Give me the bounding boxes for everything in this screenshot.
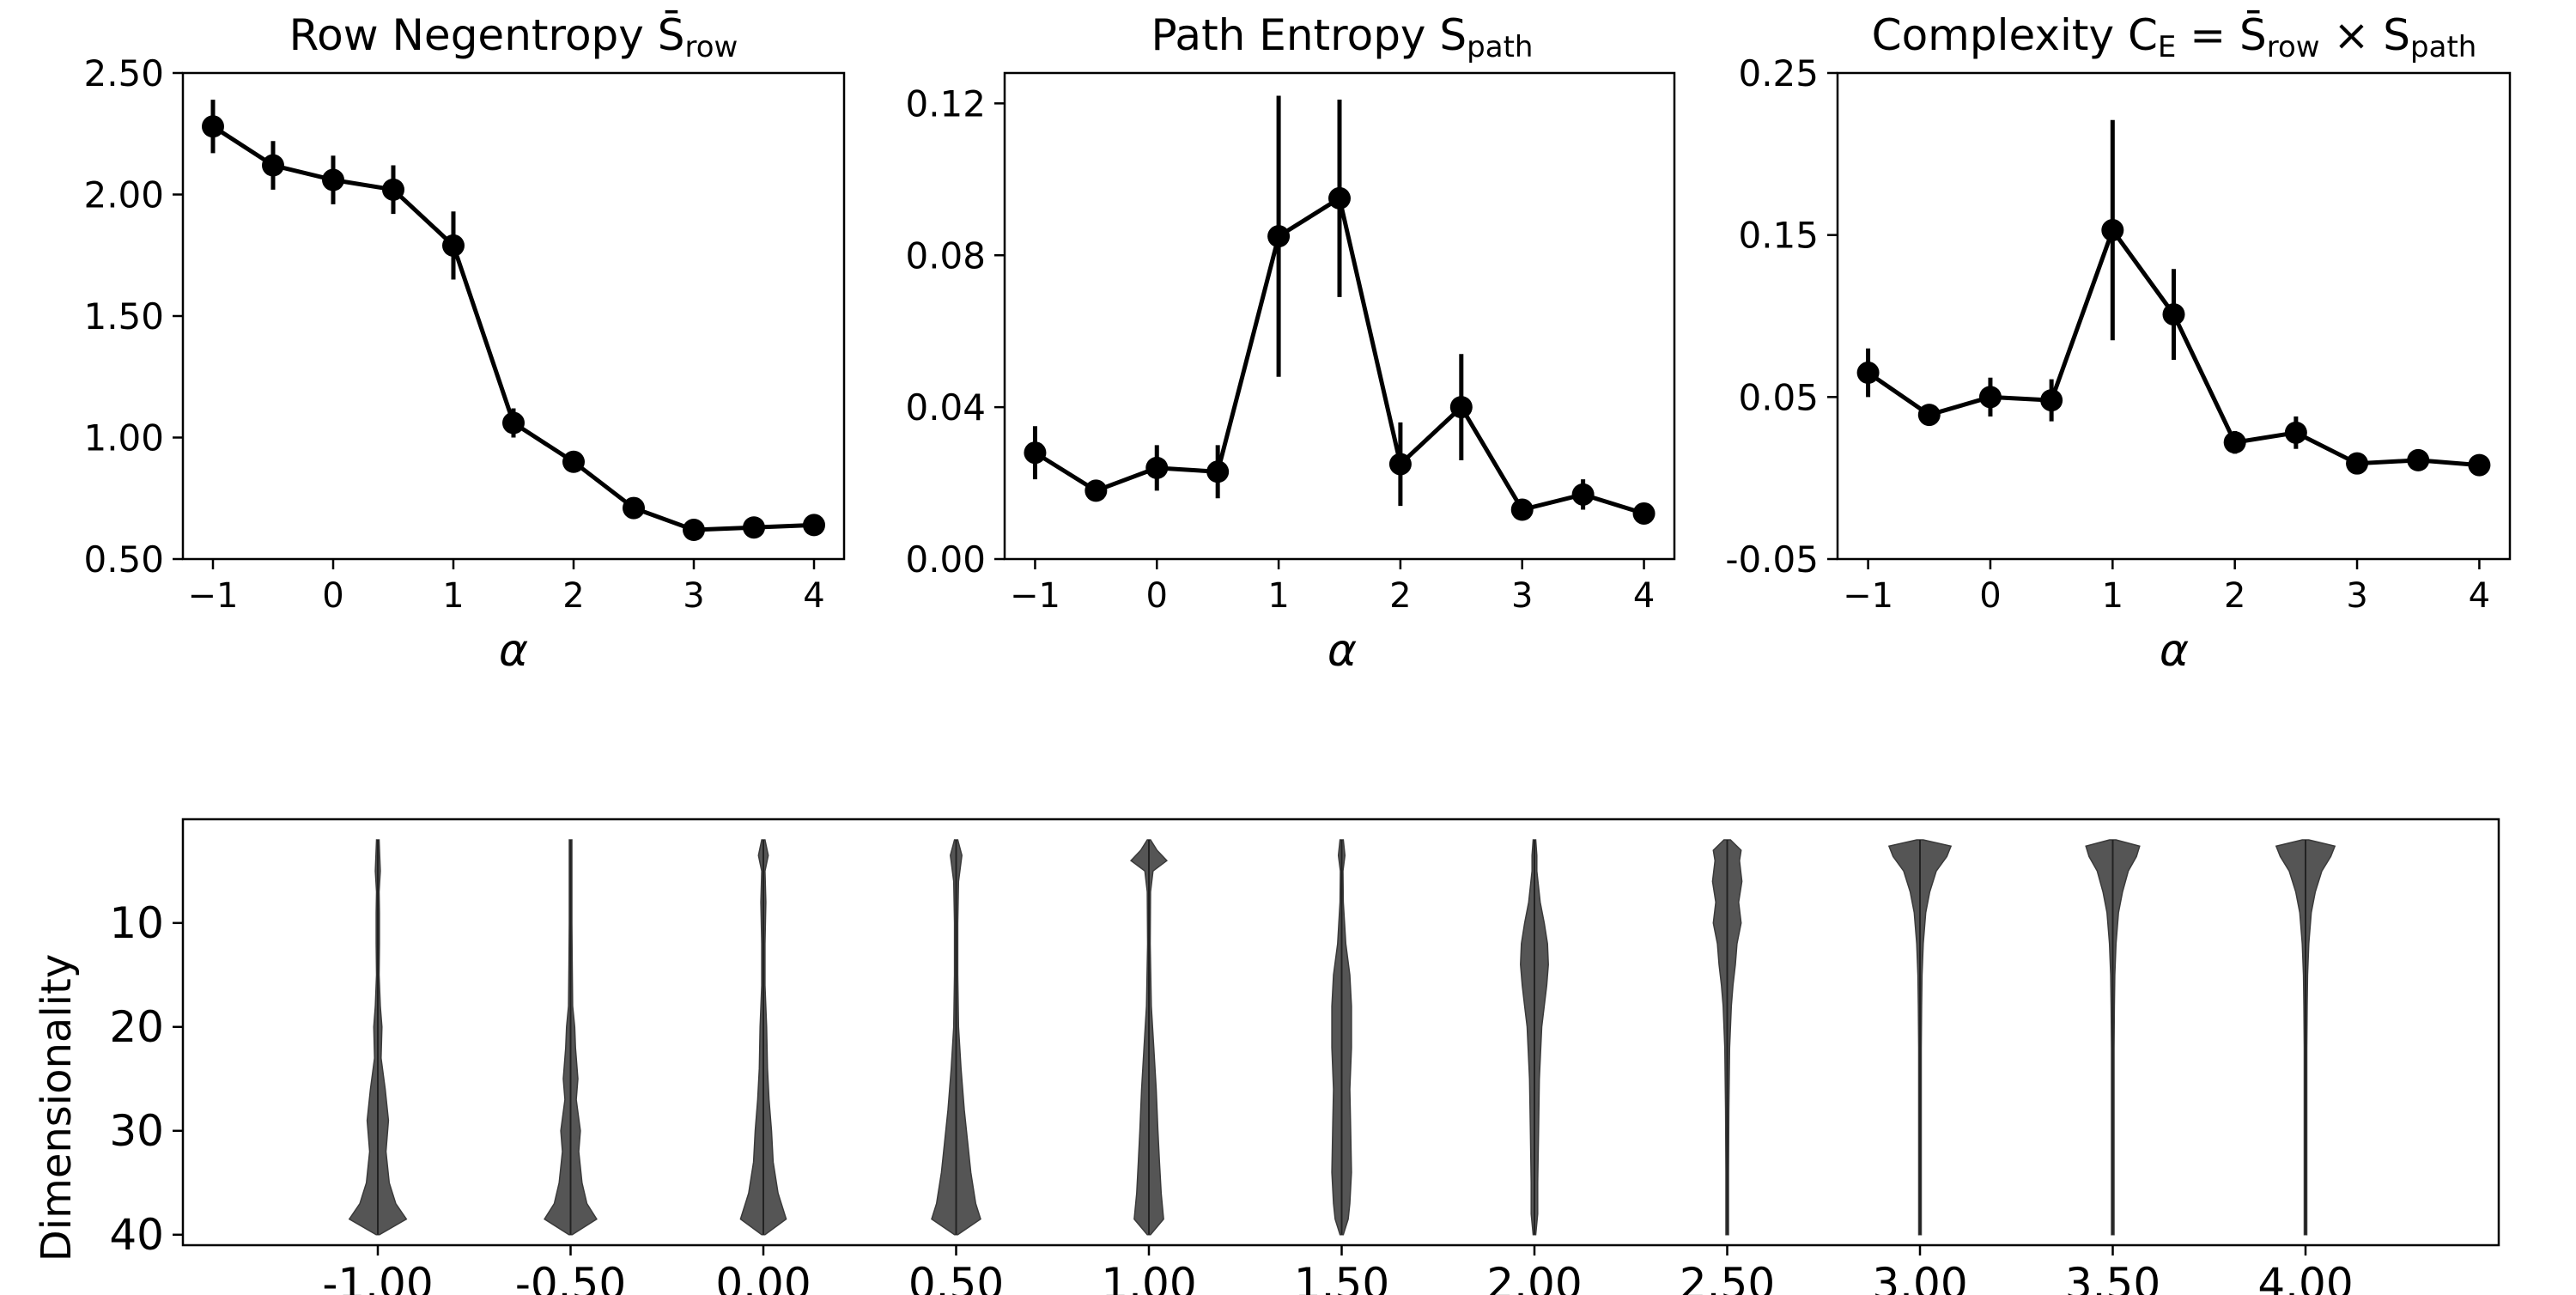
dimensionality-frame — [181, 818, 2500, 1247]
complexity-data-point — [1917, 404, 1941, 427]
complexity-xtick-label: −1 — [1843, 576, 1893, 616]
path-entropy-ytick-label: 0.12 — [905, 82, 986, 125]
complexity-data-point — [1978, 386, 2002, 409]
negentropy-xtick-label: 1 — [442, 576, 464, 616]
complexity-data-point — [2407, 448, 2430, 471]
complexity-frame — [1836, 71, 2512, 561]
complexity-title: Complexity CE = S̄row × Spath — [1872, 9, 2477, 64]
path-entropy-data-point — [1632, 502, 1656, 525]
negentropy-ytick-label: 2.50 — [83, 52, 164, 94]
path-entropy-data-point — [1024, 441, 1047, 465]
complexity-data-point — [2284, 421, 2307, 444]
dimensionality-violin-panel: Dimensionality 10 20 30 40 -1.00 -0.50 0.00 0.5… — [33, 818, 2500, 1295]
negentropy-data-point — [683, 519, 705, 542]
negentropy-xtick-label: −1 — [188, 576, 239, 616]
path-entropy-ytick-label: 0.08 — [905, 234, 986, 277]
alpha-category-label: -1.00 — [322, 1259, 433, 1295]
path-entropy-ytick-label: 0.00 — [905, 538, 986, 581]
complexity-data-point — [2468, 453, 2491, 477]
dimensionality-ylabel: Dimensionality — [33, 954, 81, 1262]
path-entropy-data-point — [1510, 498, 1534, 521]
path-entropy-xlabel: α — [1327, 625, 1357, 677]
path-entropy-data-point — [1449, 396, 1473, 419]
dimensionality-ytick-label: 20 — [109, 1002, 164, 1052]
complexity-ytick-label: -0.05 — [1725, 538, 1819, 581]
path-entropy-xtick-label: 3 — [1511, 576, 1533, 616]
row-negentropy-title: Row Negentropy S̄row — [289, 9, 738, 64]
alpha-category-label: 0.50 — [908, 1259, 1004, 1295]
negentropy-ytick-label: 1.50 — [83, 295, 164, 337]
negentropy-data-point — [322, 168, 344, 192]
alpha-category-label: 0.00 — [715, 1259, 811, 1295]
alpha-category-label: 2.00 — [1486, 1259, 1582, 1295]
path-entropy-xtick-label: 0 — [1146, 576, 1168, 616]
path-entropy-data-point — [1571, 483, 1595, 506]
path-entropy-data-point — [1084, 479, 1108, 502]
complexity-ytick-label: 0.05 — [1738, 376, 1819, 418]
negentropy-ytick-label: 1.00 — [83, 417, 164, 459]
path-entropy-frame — [1003, 71, 1676, 561]
negentropy-data-point — [442, 234, 465, 257]
negentropy-xtick-label: 2 — [562, 576, 584, 616]
negentropy-data-point — [382, 178, 404, 201]
complexity-ytick-label: 0.15 — [1738, 215, 1819, 257]
complexity-xtick-label: 1 — [2102, 576, 2123, 616]
row-negentropy-xlabel: α — [499, 625, 528, 677]
negentropy-xtick-label: 3 — [683, 576, 704, 616]
negentropy-xtick-label: 4 — [803, 576, 824, 616]
path-entropy-data-point — [1145, 456, 1169, 479]
alpha-category-label: 3.00 — [1872, 1259, 1967, 1295]
path-entropy-data-point — [1388, 453, 1412, 476]
complexity-xtick-label: 2 — [2224, 576, 2245, 616]
alpha-category-label: -0.50 — [515, 1259, 626, 1295]
complexity-data-point — [2223, 431, 2246, 454]
negentropy-data-point — [743, 516, 765, 539]
row-negentropy-panel: Row Negentropy S̄row −1 0 1 2 3 4 0.50 1.00 1.50… — [83, 9, 846, 677]
path-entropy-data-point — [1206, 460, 1230, 483]
path-entropy-title: Path Entropy Spath — [1151, 10, 1534, 64]
complexity-xlabel: α — [2160, 625, 2189, 677]
path-entropy-xtick-label: 2 — [1389, 576, 1411, 616]
complexity-panel: Complexity CE = S̄row × Spath −1 0 1 2 3 4 -0.… — [1725, 9, 2512, 677]
negentropy-data-point — [502, 411, 525, 435]
negentropy-ytick-label: 0.50 — [83, 538, 164, 581]
alpha-category-label: 4.00 — [2257, 1259, 2353, 1295]
complexity-data-point — [1856, 362, 1880, 385]
dimensionality-ytick-label: 40 — [109, 1210, 164, 1260]
negentropy-data-point — [562, 450, 585, 473]
path-entropy-ytick-label: 0.04 — [905, 386, 986, 429]
dimensionality-ytick-label: 30 — [109, 1106, 164, 1156]
alpha-category-label: 3.50 — [2065, 1259, 2160, 1295]
negentropy-data-point — [202, 115, 224, 138]
complexity-data-point — [2162, 303, 2185, 326]
negentropy-data-point — [803, 514, 825, 537]
path-entropy-xtick-label: −1 — [1010, 576, 1060, 616]
negentropy-xtick-label: 0 — [322, 576, 343, 616]
dimensionality-ytick-label: 10 — [109, 898, 164, 948]
alpha-category-label: 2.50 — [1680, 1259, 1775, 1295]
path-entropy-data-point — [1328, 186, 1351, 210]
complexity-data-point — [2040, 389, 2063, 412]
alpha-category-label: 1.50 — [1294, 1259, 1389, 1295]
complexity-xtick-label: 3 — [2346, 576, 2367, 616]
path-entropy-xtick-label: 4 — [1633, 576, 1655, 616]
row-negentropy-frame — [181, 71, 846, 561]
path-entropy-data-point — [1267, 225, 1291, 248]
complexity-xtick-label: 0 — [1979, 576, 2001, 616]
complexity-ytick-label: 0.25 — [1738, 52, 1819, 94]
complexity-data-point — [2101, 219, 2124, 242]
negentropy-data-point — [623, 496, 645, 520]
negentropy-data-point — [262, 154, 284, 177]
alpha-category-label: 1.00 — [1101, 1259, 1196, 1295]
negentropy-ytick-label: 2.00 — [83, 174, 164, 216]
negentropy-series-line — [211, 125, 815, 532]
complexity-xtick-label: 4 — [2469, 576, 2490, 616]
path-entropy-panel: Path Entropy Spath −1 0 1 2 3 4 0.00 0.04 0.08 0.… — [905, 10, 1676, 677]
complexity-data-point — [2346, 452, 2369, 475]
path-entropy-xtick-label: 1 — [1267, 576, 1289, 616]
